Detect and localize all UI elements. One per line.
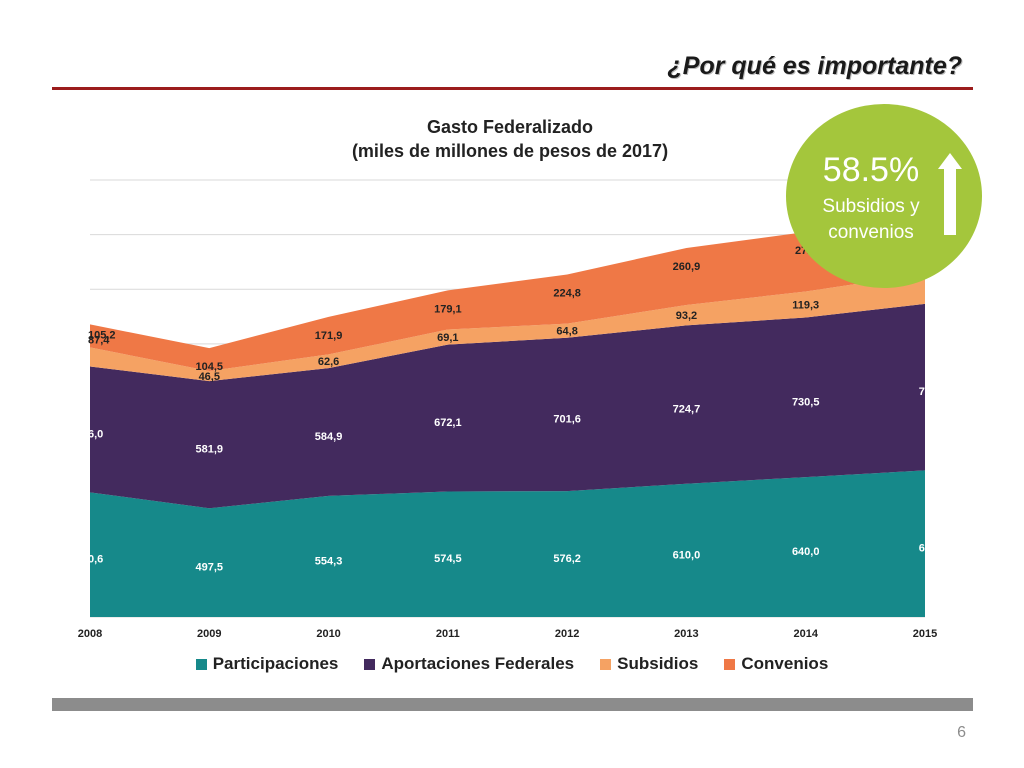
data-label-aportaciones: 724,7 (673, 404, 701, 416)
chart-legend: Participaciones Aportaciones Federales S… (0, 654, 1024, 674)
x-tick-label: 2012 (555, 628, 579, 640)
page-number: 6 (957, 724, 966, 741)
x-tick-label: 2013 (674, 628, 698, 640)
title-rule (52, 87, 973, 90)
data-label-aportaciones: 76 (919, 386, 931, 398)
legend-item-participaciones: Participaciones (195, 654, 339, 674)
legend-label-convenios: Convenios (741, 654, 829, 673)
callout-label-line1: Subsidios y (822, 196, 920, 217)
data-label-convenios: 179,1 (434, 303, 462, 315)
data-label-subsidios: 93,2 (676, 310, 697, 322)
legend-label-participaciones: Participaciones (212, 654, 339, 673)
up-arrow-icon (938, 153, 962, 235)
data-label-subsidios: 46,5 (199, 371, 220, 383)
x-tick-label: 2014 (793, 628, 818, 640)
legend-swatch-aportaciones (364, 658, 376, 670)
legend-swatch-convenios (724, 658, 736, 670)
data-label-subsidios: 64,8 (556, 326, 577, 338)
data-label-aportaciones: 730,5 (792, 396, 820, 408)
data-label-subsidios: 62,6 (318, 356, 339, 368)
x-tick-label: 2010 (316, 628, 340, 640)
data-label-participaciones: 554,3 (315, 555, 343, 567)
area-aportaciones (90, 303, 925, 509)
area-participaciones (90, 470, 925, 617)
data-label-subsidios: 69,1 (437, 332, 458, 344)
data-label-participaciones: 640,0 (792, 546, 820, 558)
data-label-aportaciones: 6,0 (88, 428, 103, 440)
data-label-participaciones: 0,6 (88, 554, 103, 566)
data-label-participaciones: 610,0 (673, 549, 701, 561)
area-subsidios (90, 273, 925, 382)
data-label-aportaciones: 701,6 (553, 413, 581, 425)
x-tick-label: 2011 (436, 628, 460, 640)
data-label-aportaciones: 581,9 (196, 444, 224, 456)
callout-value: 58.5% (822, 151, 920, 189)
legend-swatch-subsidios (600, 658, 612, 670)
area-convenios (90, 211, 925, 371)
x-tick-label: 2008 (78, 628, 102, 640)
footer-bar (52, 698, 973, 711)
data-label-convenios: 260,9 (673, 261, 701, 273)
chart-title-line1: Gasto Federalizado (426, 117, 594, 137)
x-tick-label: 2009 (197, 628, 221, 640)
data-label-convenios: 105,2 (88, 329, 116, 341)
chart-title-line2: (miles de millones de pesos de 2017) (351, 141, 669, 161)
data-label-convenios: 104,5 (196, 361, 224, 373)
legend-label-subsidios: Subsidios (617, 654, 699, 673)
data-label-participaciones: 67 (919, 543, 931, 555)
legend-item-convenios: Convenios (724, 654, 828, 674)
legend-swatch-participaciones (195, 658, 207, 670)
data-label-aportaciones: 584,9 (315, 431, 343, 443)
callout-label: Subsidios y convenios (786, 194, 956, 246)
data-label-convenios: 171,9 (315, 330, 343, 342)
data-label-participaciones: 574,5 (434, 553, 462, 565)
chart-title: Gasto Federalizado (miles de millones de… (260, 115, 760, 163)
data-label-subsidios: 87,4 (88, 334, 110, 346)
legend-item-aportaciones: Aportaciones Federales (364, 654, 574, 674)
data-label-subsidios: 119,3 (792, 300, 819, 312)
legend-label-aportaciones: Aportaciones Federales (381, 654, 575, 673)
data-label-participaciones: 497,5 (196, 562, 224, 574)
x-tick-label: 2015 (913, 628, 937, 640)
callout-circle: 58.5% Subsidios y convenios (786, 104, 982, 288)
callout-label-line2: convenios (828, 222, 914, 243)
data-label-convenios: 224,8 (553, 288, 581, 300)
slide-title: ¿Por qué es importante? (667, 52, 962, 80)
legend-item-subsidios: Subsidios (600, 654, 698, 674)
data-label-aportaciones: 672,1 (434, 417, 462, 429)
data-label-participaciones: 576,2 (553, 553, 581, 565)
